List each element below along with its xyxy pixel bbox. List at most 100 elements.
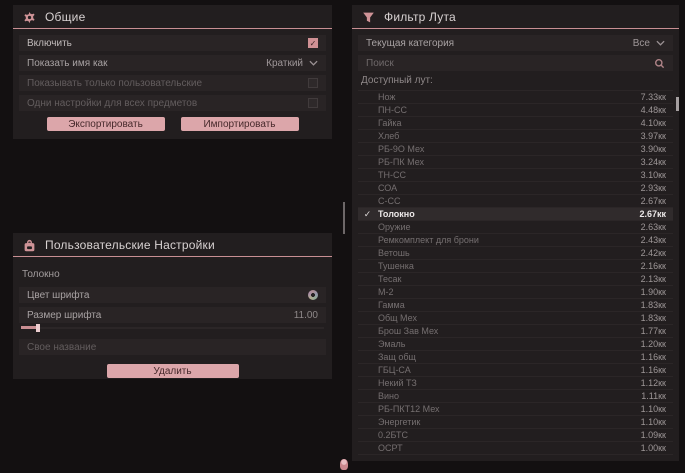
backpack-icon — [23, 239, 36, 252]
list-item-count: 3.10кк — [640, 170, 666, 180]
same-settings-checkbox[interactable]: ✓ — [308, 98, 318, 108]
list-item-count: 1.10кк — [640, 417, 666, 427]
general-panel-title: Общие — [45, 10, 86, 24]
list-item-name: М-2 — [378, 287, 394, 297]
color-wheel-icon[interactable] — [308, 290, 318, 300]
list-item-count: 1.12кк — [640, 378, 666, 388]
custom-only-checkbox[interactable]: ✓ — [308, 78, 318, 88]
list-item[interactable]: Эмаль 1.20кк — [358, 338, 673, 351]
font-size-row: Размер шрифта 11.00 — [19, 307, 326, 323]
funnel-icon — [362, 11, 375, 24]
list-item[interactable]: ГБЦ-СА 1.16кк — [358, 364, 673, 377]
list-item[interactable]: Ветошь 2.42кк — [358, 247, 673, 260]
list-item[interactable]: Тушенка 2.16кк — [358, 260, 673, 273]
list-item[interactable]: Гамма 1.83кк — [358, 299, 673, 312]
list-item-name: Тушенка — [378, 261, 414, 271]
category-value: Все — [632, 37, 650, 49]
name-display-label: Показать имя как — [27, 57, 108, 69]
list-item[interactable]: ПН-СС 4.48кк — [358, 104, 673, 117]
list-item[interactable]: М-2 1.90кк — [358, 286, 673, 299]
list-item-name: Оружие — [378, 222, 411, 232]
loot-filter-panel: Фильтр Лута Текущая категория Все Доступ… — [352, 5, 679, 461]
font-size-value: 11.00 — [293, 309, 318, 321]
list-item[interactable]: 0.2БТС 1.09кк — [358, 429, 673, 442]
export-button[interactable]: Экспортировать — [46, 117, 165, 131]
page-scrollbar-thumb[interactable] — [343, 202, 345, 234]
name-display-value: Краткий — [266, 57, 303, 69]
custom-name-input[interactable] — [106, 340, 318, 354]
list-item-name: Брош Зав Мех — [378, 326, 439, 336]
list-item-name: С-СС — [378, 196, 401, 206]
list-item-count: 1.90кк — [640, 287, 666, 297]
search-row — [358, 55, 673, 71]
list-item[interactable]: РБ-9О Мех 3.90кк — [358, 143, 673, 156]
list-item-count: 1.16кк — [640, 352, 666, 362]
list-item-name: Вино — [378, 391, 400, 401]
list-item-name: Общ Мех — [378, 313, 417, 323]
list-item[interactable]: Оружие 2.63кк — [358, 221, 673, 234]
chevron-down-icon — [309, 60, 318, 66]
list-item[interactable]: ОСРТ 1.00кк — [358, 442, 673, 455]
list-item[interactable]: Тесак 2.13кк — [358, 273, 673, 286]
list-item-name: ПН-СС — [378, 105, 407, 115]
gear-icon — [23, 11, 36, 24]
list-item-name: РБ-9О Мех — [378, 144, 425, 154]
list-item[interactable]: Брош Зав Мех 1.77кк — [358, 325, 673, 338]
list-item-name: Тесак — [378, 274, 402, 284]
font-size-slider[interactable] — [21, 324, 324, 333]
list-item[interactable]: ТН-СС 3.10кк — [358, 169, 673, 182]
list-item-name: ТН-СС — [378, 170, 406, 180]
list-item-count: 4.48кк — [640, 105, 666, 115]
list-item[interactable]: РБ-ПКТ12 Мех 1.10кк — [358, 403, 673, 416]
list-item-name: ГБЦ-СА — [378, 365, 411, 375]
name-display-dropdown[interactable]: Краткий — [266, 58, 318, 69]
font-size-label: Размер шрифта — [27, 309, 102, 321]
category-label: Текущая категория — [366, 37, 455, 49]
list-item-name: Гамма — [378, 300, 405, 310]
slider-track — [21, 327, 324, 329]
list-item-count: 1.16кк — [640, 365, 666, 375]
general-panel-header: Общие — [13, 5, 332, 29]
list-item-count: 1.00кк — [640, 443, 666, 453]
list-item[interactable]: Общ Мех 1.83кк — [358, 312, 673, 325]
list-item[interactable]: СОА 2.93кк — [358, 182, 673, 195]
custom-only-label: Показывать только пользовательские — [27, 77, 202, 89]
list-item-count: 1.83кк — [640, 300, 666, 310]
search-input[interactable] — [366, 56, 654, 70]
list-item[interactable]: Вино 1.11кк — [358, 390, 673, 403]
import-button[interactable]: Импортировать — [180, 117, 299, 131]
list-item-name: Толокно — [378, 209, 415, 219]
list-item[interactable]: С-СС 2.67кк — [358, 195, 673, 208]
same-settings-row: Одни настройки для всех предметов ✓ — [19, 95, 326, 111]
scroll-handle-icon[interactable] — [340, 459, 348, 470]
list-item-count: 2.67кк — [640, 196, 666, 206]
slider-thumb[interactable] — [36, 324, 40, 332]
list-item-name: Хлеб — [378, 131, 400, 141]
loot-filter-header: Фильтр Лута — [352, 5, 679, 29]
category-dropdown[interactable]: Все — [633, 38, 665, 49]
list-scrollbar-thumb[interactable] — [676, 97, 679, 111]
list-item-count: 3.24кк — [640, 157, 666, 167]
list-item-name: Ремкомплект для брони — [378, 235, 479, 245]
list-item[interactable]: Энергетик 1.10кк — [358, 416, 673, 429]
list-item[interactable]: РБ-ПК Мех 3.24кк — [358, 156, 673, 169]
delete-button[interactable]: Удалить — [106, 364, 239, 378]
list-item-name: Нож — [378, 92, 396, 102]
list-item[interactable]: Ремкомплект для брони 2.43кк — [358, 234, 673, 247]
enable-checkbox[interactable]: ✓ — [308, 38, 318, 48]
list-item[interactable]: Нож 7.33кк — [358, 91, 673, 104]
list-item[interactable]: ✓ Толокно 2.67кк — [358, 208, 673, 221]
list-item-name: Гайка — [378, 118, 402, 128]
list-item[interactable]: Хлеб 3.97кк — [358, 130, 673, 143]
list-item-name: ОСРТ — [378, 443, 403, 453]
checkmark-icon: ✓ — [363, 208, 372, 219]
search-icon[interactable] — [654, 58, 665, 69]
list-item-name: СОА — [378, 183, 398, 193]
enable-row: Включить ✓ — [19, 35, 326, 51]
list-item-name: Защ общ — [378, 352, 416, 362]
list-item-count: 2.93кк — [640, 183, 666, 193]
list-item-name: Эмаль — [378, 339, 406, 349]
list-item[interactable]: Некий ТЗ 1.12кк — [358, 377, 673, 390]
list-item[interactable]: Гайка 4.10кк — [358, 117, 673, 130]
list-item[interactable]: Защ общ 1.16кк — [358, 351, 673, 364]
